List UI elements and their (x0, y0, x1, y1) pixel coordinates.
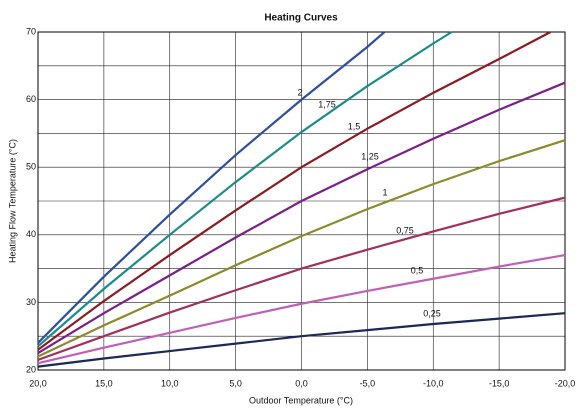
y-tick-label: 30 (26, 297, 36, 307)
curve-label: 0,5 (411, 265, 424, 275)
curve (37, 31, 453, 348)
x-tick-label: -20,0 (555, 378, 576, 388)
curve (37, 31, 386, 344)
curve (37, 253, 566, 365)
y-tick-label: 70 (26, 26, 36, 36)
curve-label: 1 (382, 187, 387, 197)
x-tick-label: 10,0 (161, 378, 179, 388)
chart-title: Heating Curves (264, 13, 338, 24)
x-tick-label: 5,0 (229, 378, 242, 388)
x-tick-label: 0,0 (295, 378, 308, 388)
y-axis-label: Heating Flow Temperature (°C) (7, 139, 17, 263)
curve (37, 139, 566, 358)
y-tick-label: 60 (26, 94, 36, 104)
curve-label: 1,5 (348, 121, 361, 131)
curve (37, 31, 552, 351)
x-axis-label: Outdoor Temperature (°C) (249, 395, 353, 405)
curve-label: 1,75 (318, 99, 336, 109)
plot-border (37, 31, 566, 371)
x-tick-label: -10,0 (423, 378, 444, 388)
curve (37, 312, 566, 368)
curve (37, 196, 566, 361)
curve-label: 0,75 (396, 225, 414, 235)
x-tick-label: -5,0 (360, 378, 376, 388)
curve-label: 0,25 (423, 308, 441, 318)
y-tick-label: 50 (26, 162, 36, 172)
y-tick-label: 20 (26, 364, 36, 374)
curve (37, 81, 566, 355)
x-tick-label: -15,0 (489, 378, 510, 388)
curve-label: 2 (297, 87, 302, 97)
x-tick-label: 15,0 (95, 378, 113, 388)
curve-label: 1,25 (361, 151, 379, 161)
x-tick-label: 20,0 (29, 378, 47, 388)
y-tick-label: 40 (26, 229, 36, 239)
